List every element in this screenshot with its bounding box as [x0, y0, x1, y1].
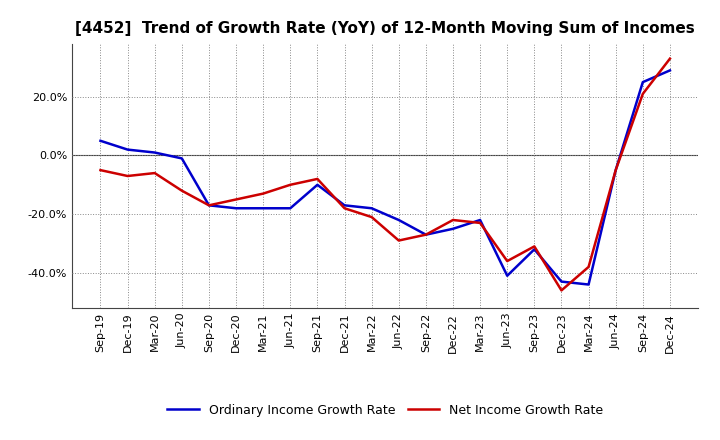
Net Income Growth Rate — [286, 182, 294, 187]
Ordinary Income Growth Rate — [584, 282, 593, 287]
Ordinary Income Growth Rate — [367, 205, 376, 211]
Net Income Growth Rate — [123, 173, 132, 179]
Net Income Growth Rate — [150, 170, 159, 176]
Ordinary Income Growth Rate — [395, 217, 403, 223]
Ordinary Income Growth Rate — [449, 226, 457, 231]
Net Income Growth Rate — [421, 232, 430, 237]
Ordinary Income Growth Rate — [530, 247, 539, 252]
Net Income Growth Rate — [530, 244, 539, 249]
Net Income Growth Rate — [611, 168, 620, 173]
Ordinary Income Growth Rate — [123, 147, 132, 152]
Net Income Growth Rate — [313, 176, 322, 182]
Net Income Growth Rate — [341, 205, 349, 211]
Ordinary Income Growth Rate — [421, 232, 430, 237]
Legend: Ordinary Income Growth Rate, Net Income Growth Rate: Ordinary Income Growth Rate, Net Income … — [163, 399, 608, 422]
Net Income Growth Rate — [476, 220, 485, 226]
Net Income Growth Rate — [449, 217, 457, 223]
Ordinary Income Growth Rate — [665, 68, 674, 73]
Net Income Growth Rate — [232, 197, 240, 202]
Ordinary Income Growth Rate — [96, 138, 105, 143]
Ordinary Income Growth Rate — [313, 182, 322, 187]
Net Income Growth Rate — [204, 203, 213, 208]
Net Income Growth Rate — [259, 191, 268, 196]
Line: Ordinary Income Growth Rate: Ordinary Income Growth Rate — [101, 70, 670, 285]
Ordinary Income Growth Rate — [639, 80, 647, 85]
Net Income Growth Rate — [584, 264, 593, 270]
Net Income Growth Rate — [557, 288, 566, 293]
Net Income Growth Rate — [503, 258, 511, 264]
Ordinary Income Growth Rate — [286, 205, 294, 211]
Net Income Growth Rate — [395, 238, 403, 243]
Ordinary Income Growth Rate — [476, 217, 485, 223]
Ordinary Income Growth Rate — [232, 205, 240, 211]
Net Income Growth Rate — [639, 91, 647, 96]
Line: Net Income Growth Rate: Net Income Growth Rate — [101, 59, 670, 290]
Ordinary Income Growth Rate — [150, 150, 159, 155]
Net Income Growth Rate — [367, 214, 376, 220]
Net Income Growth Rate — [96, 168, 105, 173]
Net Income Growth Rate — [665, 56, 674, 61]
Ordinary Income Growth Rate — [611, 168, 620, 173]
Title: [4452]  Trend of Growth Rate (YoY) of 12-Month Moving Sum of Incomes: [4452] Trend of Growth Rate (YoY) of 12-… — [76, 21, 695, 36]
Ordinary Income Growth Rate — [259, 205, 268, 211]
Net Income Growth Rate — [178, 188, 186, 193]
Ordinary Income Growth Rate — [204, 203, 213, 208]
Ordinary Income Growth Rate — [178, 156, 186, 161]
Ordinary Income Growth Rate — [341, 203, 349, 208]
Ordinary Income Growth Rate — [503, 273, 511, 279]
Ordinary Income Growth Rate — [557, 279, 566, 284]
